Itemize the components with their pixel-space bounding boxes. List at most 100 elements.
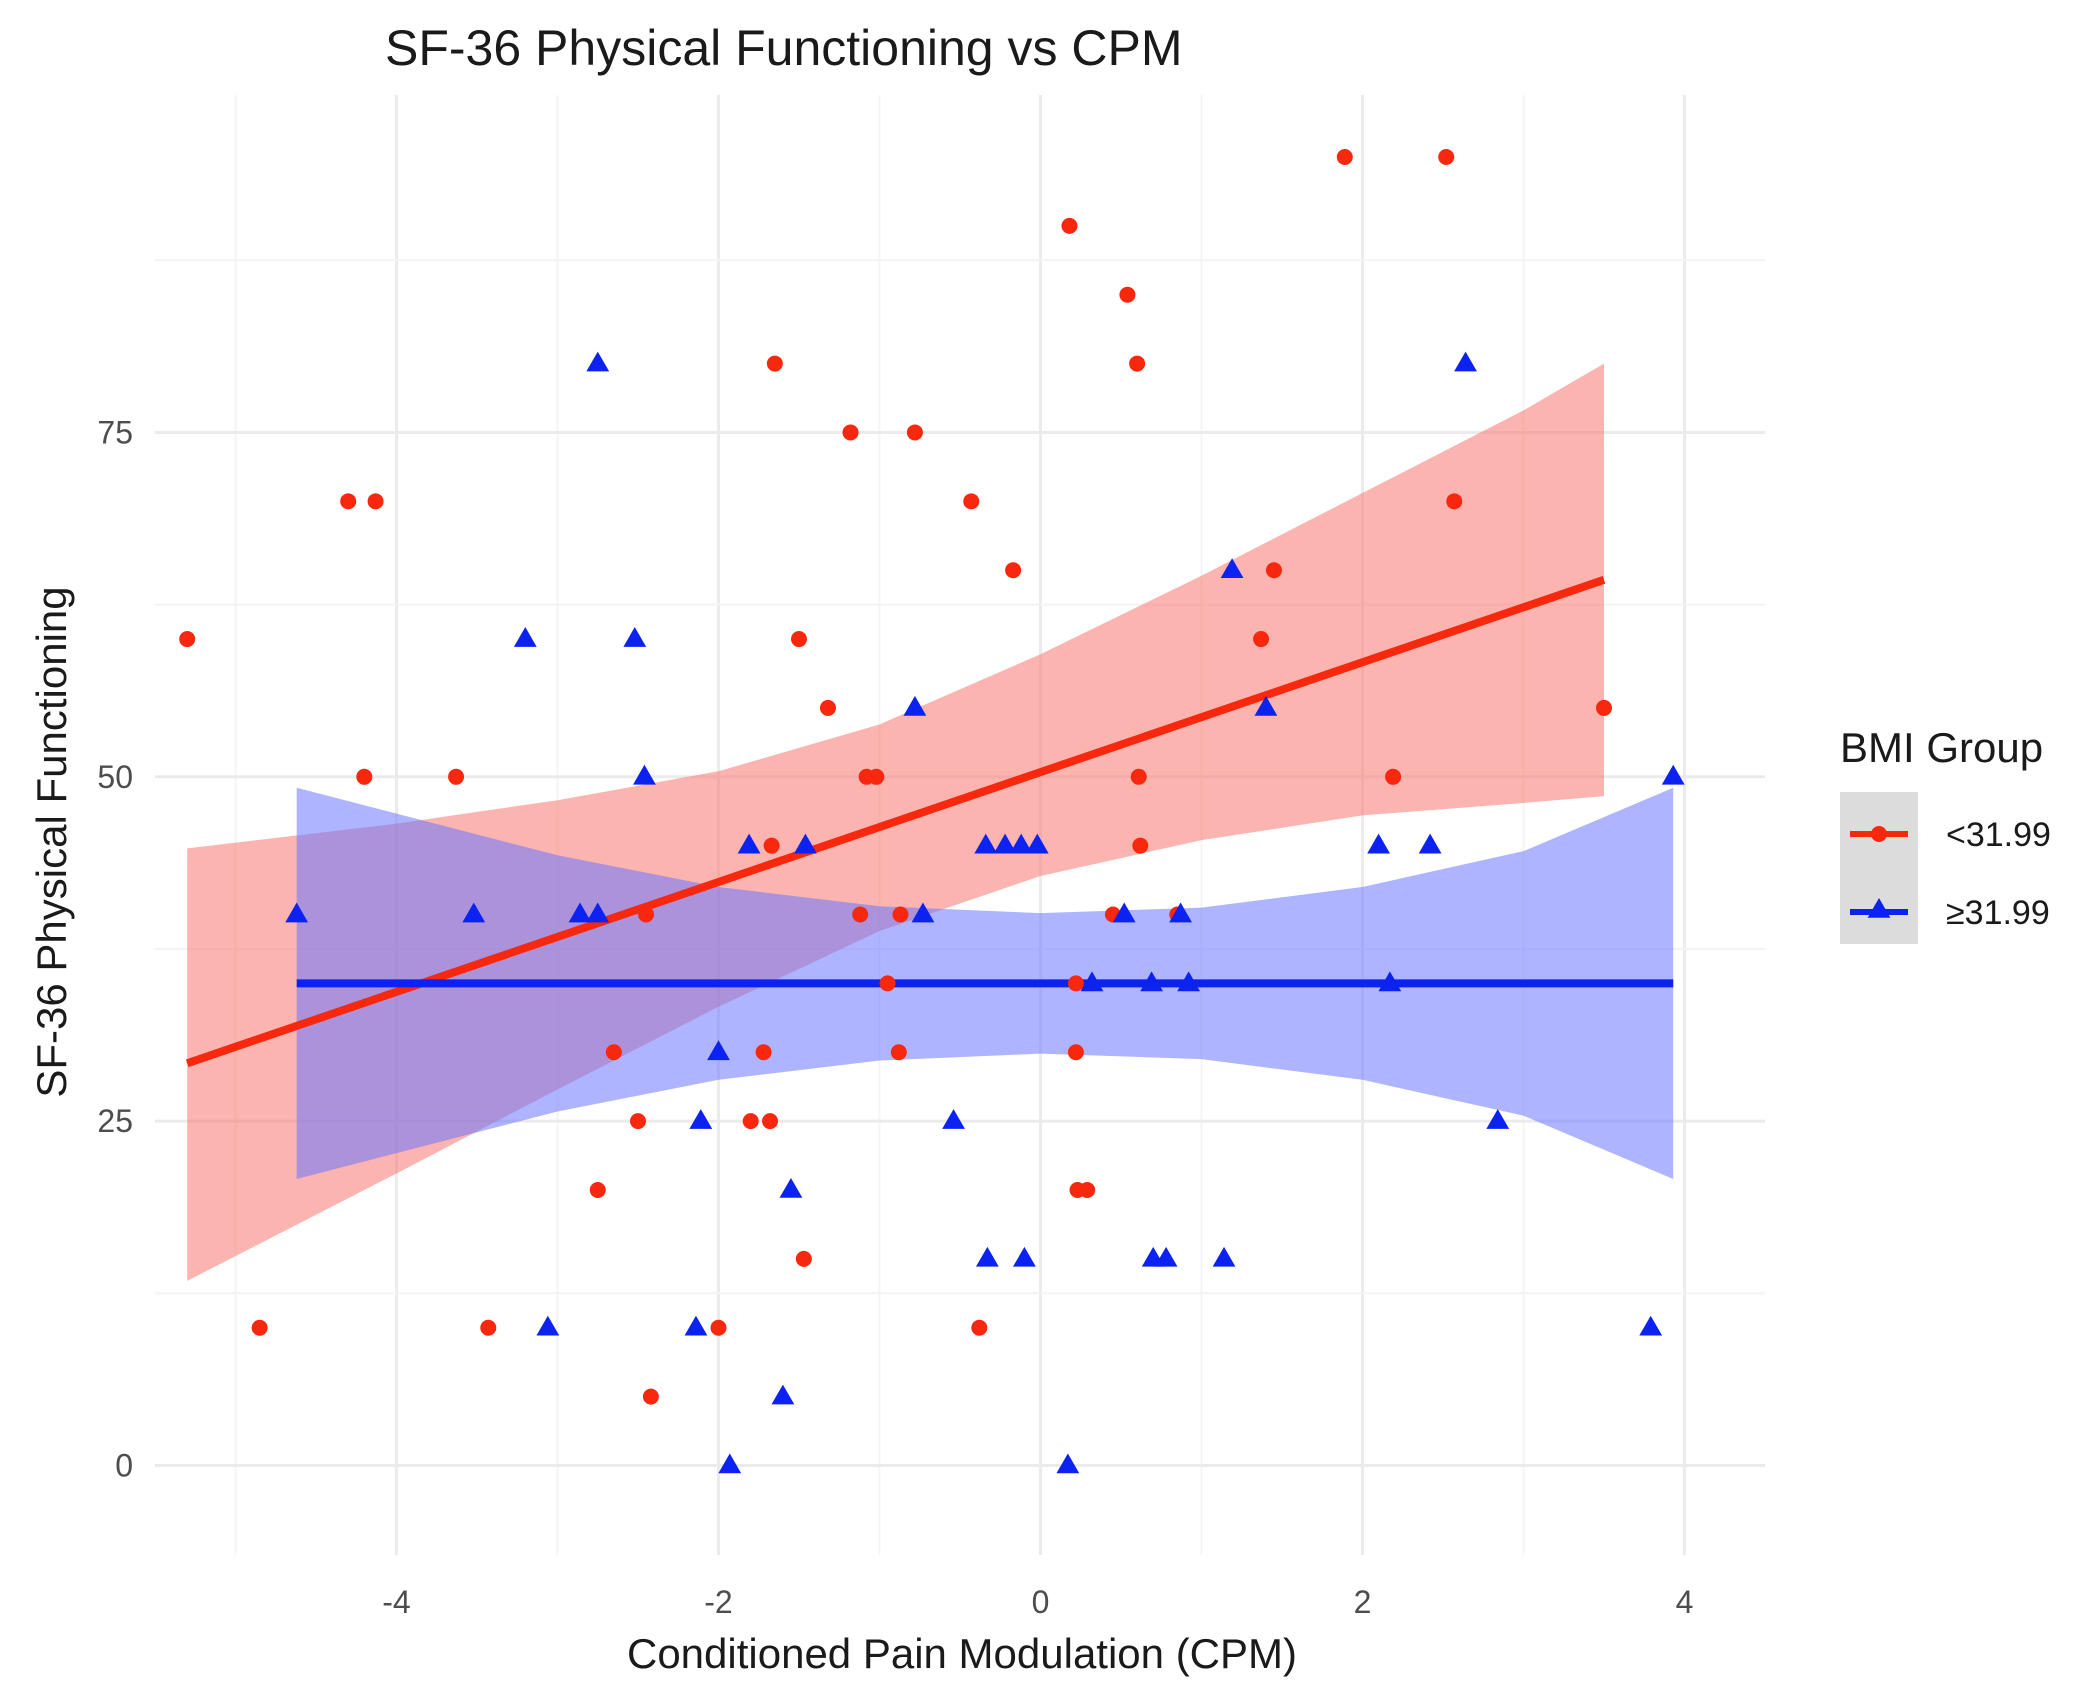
point-high-bmi <box>1212 1246 1236 1267</box>
point-high-bmi <box>1154 1246 1178 1267</box>
point-high-bmi <box>1454 351 1477 372</box>
point-high-bmi <box>718 1453 742 1474</box>
point-low-bmi <box>367 493 384 510</box>
point-high-bmi <box>633 764 656 785</box>
point-low-bmi <box>710 1319 727 1336</box>
point-low-bmi <box>890 1044 907 1061</box>
point-low-bmi <box>971 1319 988 1336</box>
y-tick-label: 75 <box>97 414 133 450</box>
point-high-bmi <box>586 902 610 923</box>
point-high-bmi <box>974 833 998 854</box>
point-high-bmi <box>1013 1246 1036 1267</box>
point-high-bmi <box>285 902 309 923</box>
point-low-bmi <box>605 1044 622 1061</box>
point-high-bmi <box>462 902 486 923</box>
point-low-bmi <box>480 1319 497 1336</box>
point-low-bmi <box>179 631 196 648</box>
point-low-bmi <box>642 1388 659 1405</box>
point-low-bmi <box>763 837 780 854</box>
point-high-bmi <box>513 627 537 647</box>
point-high-bmi <box>707 1040 730 1061</box>
point-high-bmi <box>942 1109 965 1129</box>
x-tick-label: 0 <box>1032 1584 1050 1620</box>
point-low-bmi <box>630 1113 646 1130</box>
point-high-bmi <box>1169 902 1192 923</box>
point-low-bmi <box>356 768 373 785</box>
point-low-bmi <box>1446 493 1463 510</box>
point-low-bmi <box>1119 286 1136 303</box>
point-high-bmi <box>911 902 935 923</box>
point-low-bmi <box>819 699 836 716</box>
point-high-bmi <box>1177 971 1201 992</box>
point-low-bmi <box>448 768 465 785</box>
data-points <box>179 148 1685 1474</box>
point-high-bmi <box>1367 833 1390 854</box>
point-low-bmi <box>1061 217 1078 234</box>
point-low-bmi <box>906 424 923 441</box>
x-axis-label: Conditioned Pain Modulation (CPM) <box>627 1630 1297 1677</box>
point-low-bmi <box>852 906 869 923</box>
point-high-bmi <box>1112 902 1136 923</box>
point-high-bmi <box>1080 971 1104 992</box>
point-low-bmi <box>1336 148 1353 165</box>
point-high-bmi <box>1056 1453 1080 1474</box>
legend-label-high-bmi: ≥31.99 <box>1946 894 2050 932</box>
point-high-bmi <box>1639 1315 1663 1336</box>
point-low-bmi <box>755 1044 772 1061</box>
point-high-bmi <box>623 627 647 647</box>
y-tick-label: 0 <box>115 1447 133 1483</box>
tick-labels: -4 -2 0 2 4 0 25 50 75 <box>97 414 1693 1620</box>
point-high-bmi <box>684 1315 708 1336</box>
point-high-bmi <box>1418 833 1442 854</box>
legend-key-triangle-icon <box>1867 898 1891 918</box>
point-low-bmi <box>589 1182 606 1198</box>
point-low-bmi <box>766 355 783 372</box>
point-high-bmi <box>568 902 592 923</box>
point-high-bmi <box>586 351 610 372</box>
x-tick-label: 2 <box>1354 1584 1372 1620</box>
point-low-bmi <box>868 768 885 785</box>
legend-title: BMI Group <box>1840 724 2043 771</box>
legend-key-circle-icon <box>1871 826 1887 842</box>
point-low-bmi <box>1129 355 1146 372</box>
trend-lines <box>185 576 1674 1068</box>
point-low-bmi <box>1385 768 1402 785</box>
legend-keys <box>1850 826 1908 918</box>
point-high-bmi <box>689 1109 713 1129</box>
point-low-bmi <box>251 1319 268 1336</box>
point-high-bmi <box>1220 558 1244 578</box>
y-tick-label: 50 <box>97 759 133 795</box>
point-low-bmi <box>762 1113 779 1130</box>
point-high-bmi <box>1661 764 1685 785</box>
point-low-bmi <box>1067 1044 1084 1061</box>
point-high-bmi <box>975 1246 999 1267</box>
point-high-bmi <box>1254 695 1278 716</box>
legend: BMI Group <31.99 ≥31.99 <box>1840 724 2051 944</box>
point-low-bmi <box>1067 975 1084 992</box>
legend-key-background <box>1840 792 1918 944</box>
point-high-bmi <box>1140 971 1163 992</box>
y-axis-label: SF-36 Physical Functioning <box>28 586 75 1097</box>
point-low-bmi <box>879 975 896 992</box>
point-high-bmi <box>903 695 927 716</box>
point-low-bmi <box>892 906 909 923</box>
point-high-bmi <box>1486 1109 1510 1129</box>
point-low-bmi <box>1005 562 1022 579</box>
point-low-bmi <box>963 493 980 510</box>
legend-label-low-bmi: <31.99 <box>1946 816 2051 854</box>
chart-title: SF-36 Physical Functioning vs CPM <box>385 20 1183 76</box>
point-high-bmi <box>1378 971 1402 992</box>
point-low-bmi <box>1130 768 1147 785</box>
x-tick-label: -2 <box>704 1584 732 1620</box>
point-low-bmi <box>1438 148 1455 165</box>
x-tick-label: -4 <box>382 1584 410 1620</box>
point-high-bmi <box>794 833 817 854</box>
y-tick-label: 25 <box>97 1103 133 1139</box>
point-high-bmi <box>737 833 761 854</box>
point-low-bmi <box>795 1250 812 1267</box>
point-low-bmi <box>638 906 655 923</box>
point-high-bmi <box>1025 833 1049 854</box>
point-low-bmi <box>1132 837 1149 854</box>
point-low-bmi <box>1079 1182 1096 1198</box>
